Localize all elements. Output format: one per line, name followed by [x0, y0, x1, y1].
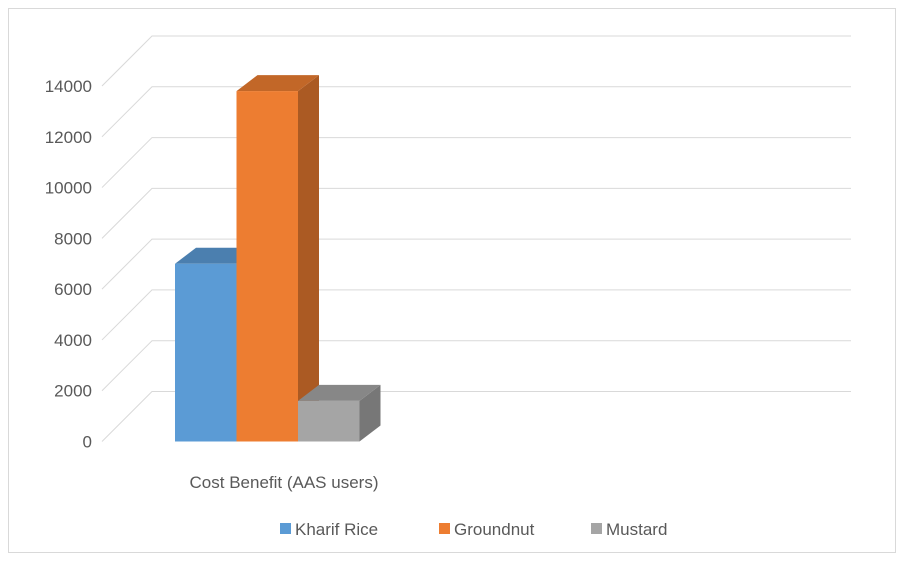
legend-label: Kharif Rice — [295, 520, 378, 539]
chart-frame: 0 2000 4000 6000 8000 10000 12000 14000 Cost Be… — [8, 8, 896, 553]
legend-item: Groundnut — [439, 520, 535, 539]
bar-side-face — [359, 384, 381, 442]
bar-mustard — [298, 384, 381, 442]
bar-front-face — [298, 400, 360, 442]
category-label: Cost Benefit (AAS users) — [190, 473, 379, 492]
legend-swatch — [280, 523, 291, 534]
gridline — [101, 340, 851, 392]
gridline — [101, 289, 851, 341]
bar-side-face — [298, 75, 319, 442]
bar-groundnut — [236, 75, 319, 442]
gridline — [101, 137, 851, 188]
y-tick-label: 10000 — [45, 179, 92, 198]
legend-item: Mustard — [591, 520, 667, 539]
bar-front-face — [236, 91, 298, 442]
legend-swatch — [439, 523, 450, 534]
legend-label: Groundnut — [454, 520, 535, 539]
legend-item: Kharif Rice — [280, 520, 378, 539]
legend-label: Mustard — [606, 520, 667, 539]
legend-swatch — [591, 523, 602, 534]
chart-svg: 0 2000 4000 6000 8000 10000 12000 14000 Cost Be… — [45, 35, 851, 539]
gridline — [101, 35, 851, 87]
y-tick-label: 12000 — [45, 128, 92, 147]
y-tick-label: 4000 — [54, 331, 92, 350]
bar-top-face — [236, 75, 319, 92]
bar-top-face — [298, 384, 381, 401]
gridline — [101, 187, 851, 239]
y-tick-label: 0 — [83, 433, 92, 452]
y-tick-label: 6000 — [54, 280, 92, 299]
gridline — [101, 86, 851, 138]
y-tick-label: 14000 — [45, 77, 92, 96]
bars — [175, 75, 381, 442]
y-axis-ticks: 0 2000 4000 6000 8000 10000 12000 14000 — [45, 77, 92, 452]
gridline — [101, 391, 851, 442]
bar-front-face — [175, 263, 237, 442]
legend: Kharif Rice Groundnut Mustard — [280, 520, 667, 539]
y-tick-label: 8000 — [54, 229, 92, 248]
gridline — [101, 238, 851, 290]
gridlines — [101, 35, 851, 442]
y-tick-label: 2000 — [54, 382, 92, 401]
